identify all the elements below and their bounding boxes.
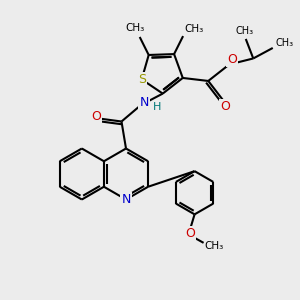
Text: N: N bbox=[139, 95, 149, 109]
Text: O: O bbox=[227, 53, 237, 67]
Text: S: S bbox=[138, 73, 146, 86]
Text: CH₃: CH₃ bbox=[275, 38, 293, 48]
Text: CH₃: CH₃ bbox=[126, 23, 145, 33]
Text: O: O bbox=[185, 227, 195, 240]
Text: O: O bbox=[91, 110, 101, 124]
Text: CH₃: CH₃ bbox=[184, 24, 203, 34]
Text: CH₃: CH₃ bbox=[235, 26, 253, 36]
Text: N: N bbox=[121, 193, 131, 206]
Text: O: O bbox=[220, 100, 230, 113]
Text: CH₃: CH₃ bbox=[205, 241, 224, 251]
Text: H: H bbox=[153, 101, 162, 112]
